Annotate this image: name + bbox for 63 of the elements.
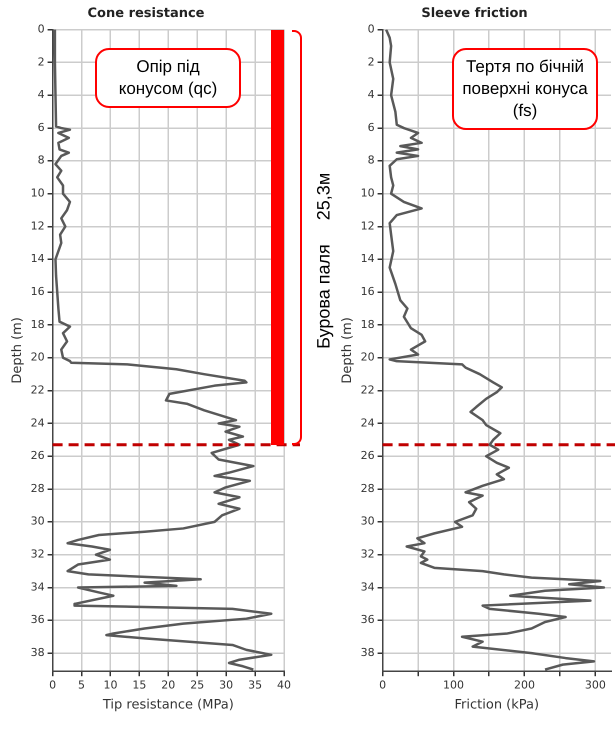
annotation: Опір під конусом (qc) [95,48,241,108]
y-tick-label: 0 [368,22,375,36]
x-tick-label: 300 [584,678,606,692]
y-tick-label: 32 [30,548,45,561]
y-tick-label: 18 [30,318,45,331]
x-tick-label: 15 [132,678,146,692]
y-tick-label: 24 [30,416,45,430]
y-tick-label: 10 [30,186,45,200]
y-tick-label: 32 [360,548,375,561]
y-tick-label: 30 [360,514,375,528]
y-tick-label: 14 [360,252,375,266]
x-tick-label: 35 [248,678,262,692]
y-tick-label: 12 [360,219,375,232]
x-tick-label: 5 [78,678,86,692]
chart-title: Sleeve friction [421,6,528,22]
y-tick-label: 8 [368,154,375,167]
chart-title: Cone resistance [88,6,205,22]
x-tick-label: 20 [161,678,176,692]
x-tick-label: 100 [443,678,464,692]
y-tick-label: 4 [38,88,45,102]
y-tick-label: 6 [38,120,45,134]
text: 25,3м [314,172,334,222]
y-tick-label: 38 [30,646,45,660]
y-tick-label: 28 [360,482,375,495]
y-tick-label: 34 [360,580,375,594]
x-axis-title: Friction (kPa) [454,698,540,713]
y-tick-label: 6 [368,120,375,134]
x-tick-label: 10 [103,678,118,692]
y-tick-label: 30 [30,514,45,528]
y-tick-label: 24 [360,416,375,430]
y-tick-label: 10 [360,186,375,200]
y-tick-label: 16 [360,285,375,298]
text: Бурова паля [314,243,334,351]
y-tick-label: 20 [360,350,375,364]
y-tick-label: 36 [30,613,45,626]
y-tick-label: 26 [360,449,375,462]
y-tick-label: 22 [360,383,375,396]
x-tick-label: 40 [277,678,291,692]
y-tick-label: 22 [30,383,45,396]
y-tick-label: 14 [30,252,45,266]
annotation: Тертя по бічній поверхні конуса (fs) [452,48,598,130]
y-tick-label: 2 [368,55,375,68]
y-axis-title: Depth (m) [340,317,356,384]
y-tick-label: 38 [360,646,375,660]
y-tick-label: 36 [360,613,375,626]
y-tick-label: 34 [30,580,45,594]
y-tick-label: 16 [30,285,45,298]
x-tick-label: 200 [514,678,535,692]
y-tick-label: 2 [38,55,45,68]
y-tick-label: 26 [30,449,45,462]
x-tick-label: 25 [190,678,204,692]
y-tick-label: 28 [30,482,45,495]
y-tick-label: 8 [38,154,45,167]
x-tick-label: 0 [49,678,56,692]
y-tick-label: 12 [30,219,45,232]
x-tick-label: 0 [379,678,386,692]
y-axis-title: Depth (m) [10,317,26,384]
x-tick-label: 30 [219,678,234,692]
x-axis-title: Tip resistance (MPa) [102,698,234,713]
y-tick-label: 0 [38,22,45,36]
y-tick-label: 20 [30,350,45,364]
y-tick-label: 4 [368,88,375,102]
y-tick-label: 18 [360,318,375,331]
